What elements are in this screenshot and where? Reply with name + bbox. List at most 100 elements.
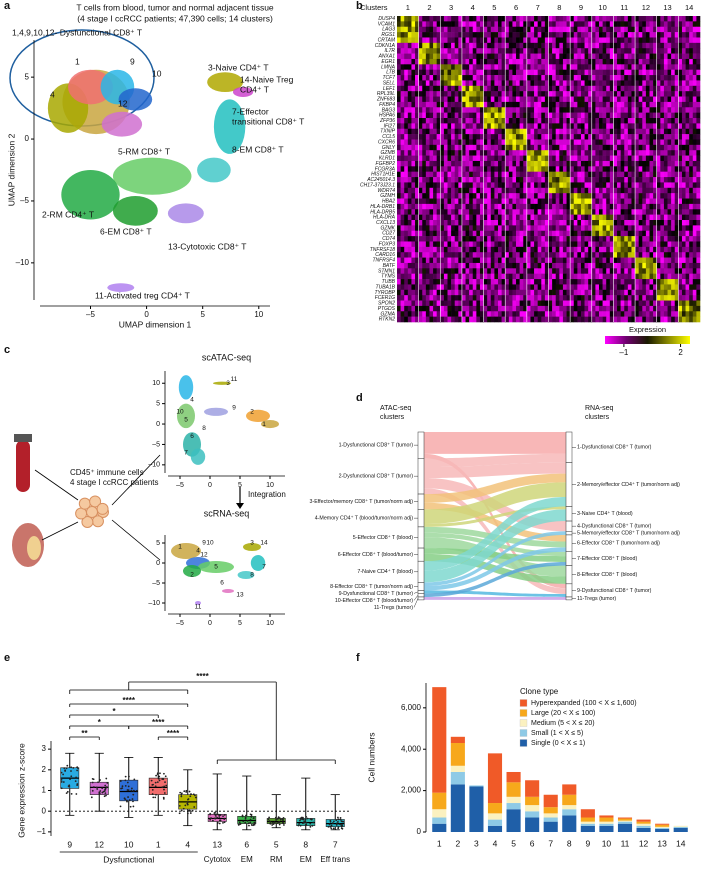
- heatmap-cell: [530, 166, 535, 172]
- heatmap-cell: [667, 85, 672, 92]
- heatmap-cell: [501, 21, 506, 28]
- heatmap-cell: [595, 214, 600, 221]
- heatmap-cell: [436, 246, 441, 253]
- heatmap-cell: [400, 187, 405, 194]
- heatmap-cell: [422, 246, 427, 253]
- heatmap-cell: [425, 69, 430, 76]
- heatmap-cell: [436, 279, 441, 285]
- heatmap-cell: [544, 166, 549, 172]
- heatmap-cell: [606, 112, 611, 119]
- heatmap-cell: [696, 279, 701, 285]
- heatmap-cell: [458, 134, 463, 140]
- heatmap-cell: [429, 64, 434, 70]
- heatmap-cell: [508, 64, 513, 70]
- heatmap-cell: [653, 42, 658, 49]
- heatmap-cell: [570, 230, 575, 237]
- heatmap-cell: [494, 85, 499, 92]
- heatmap-cell: [537, 295, 542, 301]
- heatmap-cell: [469, 230, 474, 237]
- heatmap-cell: [465, 16, 470, 22]
- heatmap-cell: [404, 91, 409, 97]
- heatmap-cell: [671, 53, 676, 60]
- heatmap-cell: [472, 300, 477, 307]
- heatmap-cell: [465, 284, 470, 291]
- heatmap-cell: [667, 139, 672, 146]
- heatmap-cell: [689, 69, 694, 76]
- heatmap-cell: [624, 75, 629, 81]
- heatmap-cell: [429, 48, 434, 54]
- heatmap-cell: [443, 279, 448, 285]
- heatmap-cell: [544, 246, 549, 253]
- heatmap-cell: [689, 37, 694, 44]
- heatmap-cell: [667, 53, 672, 60]
- heatmap-cell: [523, 91, 528, 97]
- heatmap-cell: [620, 48, 625, 54]
- heatmap-cell: [461, 316, 466, 323]
- heatmap-cell: [653, 144, 658, 151]
- heatmap-cell: [454, 193, 459, 199]
- heatmap-cell: [681, 48, 686, 54]
- heatmap-cell: [559, 139, 564, 146]
- heatmap-cell: [602, 80, 607, 87]
- heatmap-cell: [472, 279, 477, 285]
- heatmap-cell: [681, 257, 686, 264]
- heatmap-cell: [404, 37, 409, 44]
- heatmap-cell: [602, 96, 607, 103]
- cluster-cloud: [190, 448, 206, 465]
- heatmap-cell: [501, 268, 506, 274]
- heatmap-cell: [678, 53, 683, 60]
- heatmap-cell: [566, 241, 571, 248]
- heatmap-cell: [537, 32, 542, 38]
- heatmap-cell: [490, 225, 495, 232]
- heatmap-cell: [660, 166, 665, 172]
- heatmap-cell: [465, 305, 470, 312]
- heatmap-cell: [638, 295, 643, 301]
- heatmap-cell: [501, 300, 506, 307]
- heatmap-cell: [411, 160, 416, 167]
- heatmap-cell: [400, 155, 405, 162]
- heatmap-cell: [562, 214, 567, 221]
- heatmap-cell: [505, 241, 510, 248]
- heatmap-cell: [620, 42, 625, 49]
- heatmap-cell: [624, 246, 629, 253]
- heatmap-cell: [505, 220, 510, 226]
- heatmap-cell: [591, 112, 596, 119]
- heatmap-cell: [544, 187, 549, 194]
- heatmap-cell: [400, 295, 405, 301]
- heatmap-cell: [469, 273, 474, 280]
- gene-label: CARD16: [375, 252, 395, 258]
- heatmap-cell: [479, 236, 484, 242]
- heatmap-cell: [671, 273, 676, 280]
- heatmap-cell: [570, 284, 575, 291]
- heatmap-cell: [472, 69, 477, 76]
- x-tick-label: 0: [144, 310, 149, 319]
- heatmap-cell: [469, 155, 474, 162]
- heatmap-cell: [451, 96, 456, 103]
- heatmap-cell: [591, 225, 596, 232]
- heatmap-cell: [663, 193, 668, 199]
- heatmap-cell: [606, 53, 611, 60]
- heatmap-cell: [656, 241, 661, 248]
- cluster-label: 10: [152, 68, 162, 78]
- heatmap-cell: [411, 316, 416, 323]
- heatmap-cell: [681, 279, 686, 285]
- heatmap-cell: [674, 289, 679, 296]
- heatmap-cell: [512, 193, 517, 199]
- heatmap-cell: [548, 230, 553, 237]
- heatmap-cell: [584, 101, 589, 108]
- heatmap-cell: [433, 134, 437, 140]
- heatmap-cell: [519, 48, 524, 54]
- heatmap-cell: [407, 16, 412, 22]
- heatmap-cell: [674, 58, 679, 65]
- heatmap-cell: [436, 160, 441, 167]
- heatmap-cell: [635, 112, 639, 119]
- heatmap-cell: [541, 53, 546, 60]
- heatmap-cell: [404, 268, 409, 274]
- heatmap-cell: [400, 316, 405, 323]
- heatmap-cell: [505, 118, 510, 124]
- heatmap-cell: [653, 75, 658, 81]
- heatmap-cell: [692, 32, 697, 38]
- heatmap-cell: [642, 279, 647, 285]
- heatmap-cell: [667, 32, 672, 38]
- heatmap-cell: [642, 171, 647, 178]
